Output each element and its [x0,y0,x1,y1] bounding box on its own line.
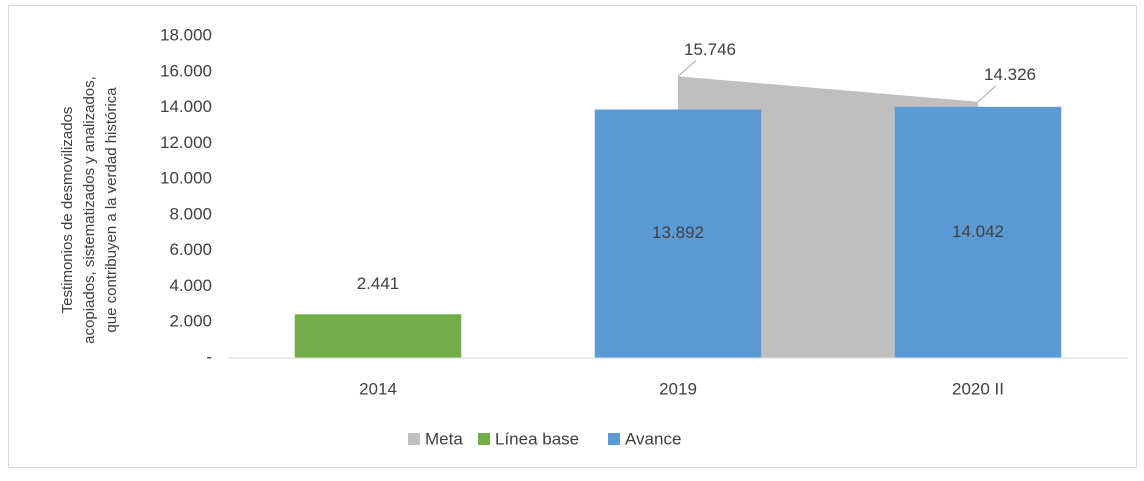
y-tick-label: - [206,347,212,366]
x-tick-label: 2014 [359,379,397,398]
data-label: 14.042 [952,222,1004,241]
y-tick-label: 10.000 [160,169,212,188]
legend-label: Avance [625,429,681,448]
y-axis-label: acopiados, sistematizados y analizados, [81,76,98,344]
data-label: 2.441 [357,274,400,293]
data-label: 14.326 [984,65,1036,84]
bar [894,106,1062,358]
y-axis-label: Testimonios de desmovilizados [59,107,76,314]
y-tick-label: 12.000 [160,133,212,152]
y-tick-label: 6.000 [169,240,212,259]
y-tick-label: 2.000 [169,312,212,331]
y-tick-label: 18.000 [160,25,212,44]
x-tick-label: 2020 II [952,379,1004,398]
legend-swatch [608,433,620,445]
bar [594,109,762,359]
x-tick-label: 2019 [659,379,697,398]
legend-swatch [408,433,420,445]
y-tick-label: 14.000 [160,97,212,116]
data-label: 13.892 [652,223,704,242]
data-label: 15.746 [684,40,736,59]
bar [294,314,462,358]
legend-label: Meta [425,429,463,448]
leader-line [977,85,997,103]
y-tick-label: 8.000 [169,204,212,223]
y-tick-label: 4.000 [169,276,212,295]
legend-label: Línea base [495,429,579,448]
y-tick-label: 16.000 [160,61,212,80]
y-axis-label: que contribuyen a la verdad histórica [103,87,120,333]
legend-swatch [478,433,490,445]
leader-line [677,59,697,77]
